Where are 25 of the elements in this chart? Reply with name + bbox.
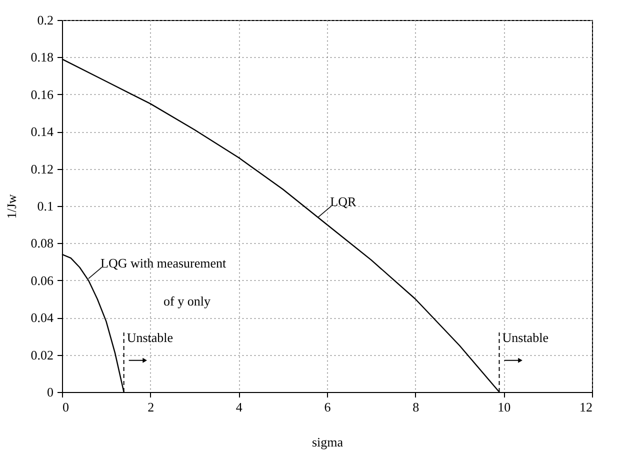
x-tick-label: 4 xyxy=(236,400,243,414)
x-tick-label: 8 xyxy=(412,400,420,414)
y-tick-label: 0.08 xyxy=(30,236,54,251)
annotation: LQG with measurement xyxy=(100,256,227,271)
x-tick-label: 6 xyxy=(324,400,332,414)
y-tick-label: 0.14 xyxy=(30,124,54,140)
y-tick-label: 0.02 xyxy=(30,347,54,362)
y-tick-label: 0.04 xyxy=(30,310,54,326)
ref-line-label: Unstable xyxy=(502,330,549,346)
y-tick-label: 0 xyxy=(47,384,54,400)
y-tick-label: 0.2 xyxy=(37,12,54,28)
y-tick-label: 0.16 xyxy=(30,86,54,102)
annotation: LQR xyxy=(330,194,356,210)
ref-line-label: Unstable xyxy=(126,330,174,346)
y-tick-label: 0.1 xyxy=(37,198,54,214)
x-tick-label: 0 xyxy=(62,400,69,414)
y-axis-title: 1/Jw xyxy=(4,194,19,219)
x-axis-title: sigma xyxy=(312,434,344,450)
x-tick-label: 10 xyxy=(498,400,511,414)
x-tick-label: 2 xyxy=(148,400,154,414)
y-tick-label: 0.18 xyxy=(30,50,54,65)
y-tick-label: 0.12 xyxy=(30,161,54,176)
y-tick-label: 0.06 xyxy=(30,272,54,288)
annotation: of y only xyxy=(164,294,211,309)
x-tick-label: 12 xyxy=(580,400,592,414)
